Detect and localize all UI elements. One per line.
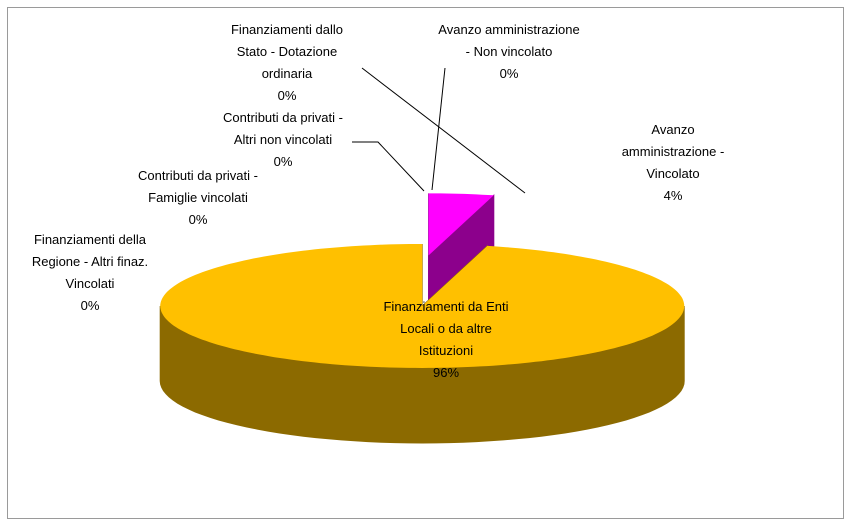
value-label: 0% xyxy=(273,154,293,169)
category-label: Avanzo amministrazione - Non vincolato xyxy=(438,22,580,59)
slice-label: Avanzo amministrazione - Vincolato 4% xyxy=(614,119,732,207)
slice xyxy=(159,244,685,444)
value-label: 0% xyxy=(80,298,100,313)
category-label: Finanziamenti dallo Stato - Dotazione or… xyxy=(230,22,343,81)
category-label: Finanziamenti da Enti Locali o da altre … xyxy=(383,299,509,358)
leader-lines xyxy=(352,67,526,194)
slice-top xyxy=(428,193,494,256)
value-label: 0% xyxy=(277,88,297,103)
category-label: Finanziamenti della Regione - Altri fina… xyxy=(31,232,149,291)
category-label: Contributi da privati - Altri non vincol… xyxy=(223,110,343,147)
value-label: 4% xyxy=(663,188,683,203)
slice-top xyxy=(160,244,685,368)
category-label: Contributi da privati - Famiglie vincola… xyxy=(138,168,258,205)
slice-label: Contributi da privati - Altri non vincol… xyxy=(212,107,354,173)
pie xyxy=(159,193,685,444)
slice-label: Finanziamenti dallo Stato - Dotazione or… xyxy=(221,19,353,107)
leader-line xyxy=(352,141,425,192)
value-label: 96% xyxy=(432,365,460,380)
slice-label: Avanzo amministrazione - Non vincolato 0% xyxy=(438,19,580,85)
slice-label: Contributi da privati - Famiglie vincola… xyxy=(128,165,268,231)
value-label: 0% xyxy=(499,66,519,81)
leader-line xyxy=(361,67,526,194)
value-label: 0% xyxy=(188,212,208,227)
category-label: Avanzo amministrazione - Vincolato xyxy=(621,122,725,181)
slice-label: Finanziamenti da Enti Locali o da altre … xyxy=(375,296,517,384)
slice-label: Finanziamenti della Regione - Altri fina… xyxy=(21,229,159,317)
leader-line xyxy=(431,67,446,191)
